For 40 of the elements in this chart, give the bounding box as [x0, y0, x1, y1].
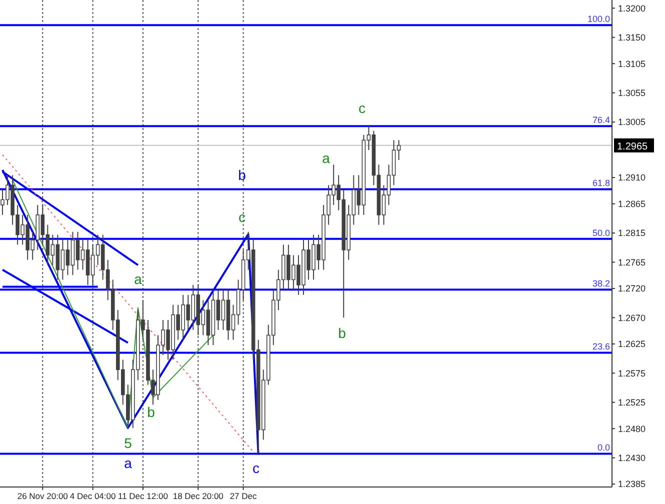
annotation: b	[147, 404, 156, 420]
annotation: 76.4	[592, 115, 610, 126]
annotation: b	[338, 324, 346, 341]
y-tick-label: 1.2865	[618, 198, 646, 209]
annotation: 50.0	[592, 228, 610, 238]
y-tick-label: 1.3055	[618, 88, 646, 98]
annotation: c	[252, 460, 260, 476]
annotation: 61.8	[592, 178, 610, 188]
annotation: a	[134, 270, 142, 287]
annotation: a	[322, 150, 330, 166]
y-tick-label: 1.2720	[618, 284, 646, 294]
y-tick-label: 1.3150	[618, 32, 646, 43]
y-tick-label: 1.3105	[618, 58, 646, 69]
annotation: c	[358, 100, 366, 116]
annotation: b	[238, 166, 246, 183]
x-tick-label: 4 Dec 04:00	[70, 491, 116, 501]
annotation: 0.0	[597, 442, 610, 453]
y-tick-label: 1.2480	[618, 424, 646, 434]
x-tick-label: 27 Dec	[230, 491, 258, 501]
y-tick-label: 1.2910	[618, 172, 646, 183]
y-tick-label: 1.2765	[618, 257, 646, 268]
annotation: c	[238, 208, 246, 225]
y-tick-label: 1.3005	[618, 117, 646, 128]
annotation: 5	[124, 434, 132, 451]
x-tick-label: 26 Nov 20:00	[17, 491, 68, 501]
y-tick-label: 1.2670	[618, 312, 646, 323]
y-tick-label: 1.3200	[618, 3, 646, 14]
annotation: 100.0	[587, 14, 610, 24]
annotation: 38.2	[592, 278, 610, 289]
x-tick-label: 11 Dec 12:00	[118, 491, 168, 501]
y-tick-label: 1.2430	[618, 452, 646, 463]
y-tick-label: 1.2385	[618, 479, 646, 490]
annotation: a	[124, 454, 132, 471]
y-tick-label: 1.2525	[618, 397, 646, 408]
x-tick-label: 18 Dec 20:00	[172, 491, 224, 501]
y-tick-label: 1.2815	[618, 228, 646, 238]
annotation: 23.6	[592, 342, 610, 352]
ref-line-label: 1.2965	[617, 141, 648, 152]
y-tick-label: 1.2625	[618, 339, 646, 350]
y-tick-label: 1.2575	[618, 368, 646, 378]
